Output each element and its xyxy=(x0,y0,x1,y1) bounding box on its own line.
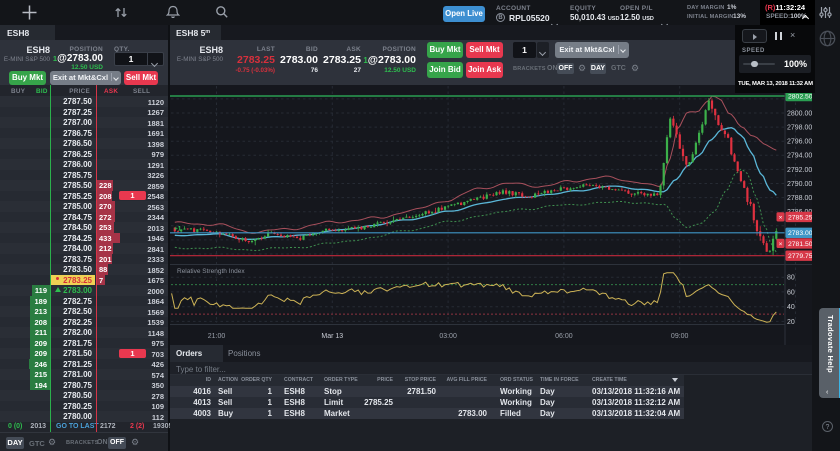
svg-text:2785.25: 2785.25 xyxy=(788,214,813,221)
svg-text:2792.00: 2792.00 xyxy=(787,167,812,174)
svg-text:80: 80 xyxy=(787,275,795,282)
svg-text:2790.00: 2790.00 xyxy=(787,181,812,188)
svg-text:20: 20 xyxy=(787,319,795,326)
svg-text:+1: +1 xyxy=(174,226,182,233)
svg-text:2800.00: 2800.00 xyxy=(787,111,812,118)
svg-text:60: 60 xyxy=(787,289,795,296)
svg-text:2798.00: 2798.00 xyxy=(787,125,812,132)
svg-text:2794.00: 2794.00 xyxy=(787,153,812,160)
svg-text:×: × xyxy=(779,241,783,248)
svg-text:2781.50: 2781.50 xyxy=(788,241,813,248)
svg-text:Relative Strength Index: Relative Strength Index xyxy=(177,268,245,275)
svg-text:Mar 13: Mar 13 xyxy=(321,333,343,340)
svg-text:03:00: 03:00 xyxy=(439,333,457,340)
svg-text:2779.75: 2779.75 xyxy=(788,253,813,260)
svg-text:06:00: 06:00 xyxy=(555,333,573,340)
svg-text:09:00: 09:00 xyxy=(671,333,689,340)
svg-text:2788.00: 2788.00 xyxy=(787,195,812,202)
svg-text:40: 40 xyxy=(787,304,795,311)
svg-text:2796.00: 2796.00 xyxy=(787,139,812,146)
svg-text:2783.00: 2783.00 xyxy=(788,230,813,237)
svg-text:×: × xyxy=(779,214,783,221)
svg-text:2802.50: 2802.50 xyxy=(788,93,813,100)
svg-text:21:00: 21:00 xyxy=(208,333,226,340)
